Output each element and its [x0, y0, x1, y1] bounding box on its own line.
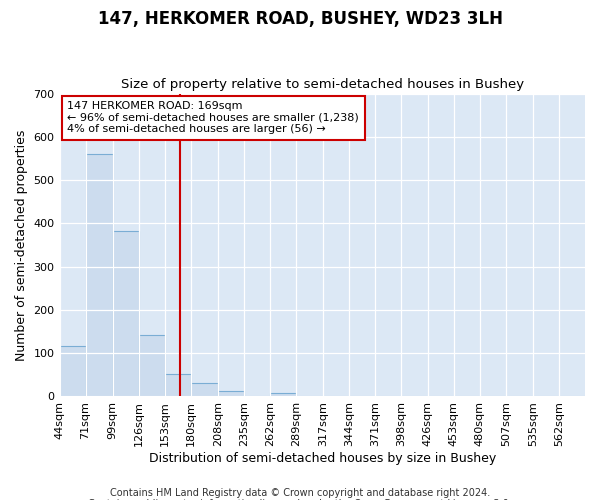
Text: Contains HM Land Registry data © Crown copyright and database right 2024.: Contains HM Land Registry data © Crown c… [110, 488, 490, 498]
Bar [86, 154, 113, 396]
Y-axis label: Number of semi-detached properties: Number of semi-detached properties [15, 130, 28, 360]
Bar [164, 374, 191, 396]
Text: 147 HERKOMER ROAD: 169sqm
← 96% of semi-detached houses are smaller (1,238)
4% o: 147 HERKOMER ROAD: 169sqm ← 96% of semi-… [67, 101, 359, 134]
Bar [191, 383, 218, 396]
Bar [218, 392, 244, 396]
Title: Size of property relative to semi-detached houses in Bushey: Size of property relative to semi-detach… [121, 78, 524, 91]
Text: Contains public sector information licensed under the Open Government Licence v3: Contains public sector information licen… [88, 499, 512, 500]
Bar [113, 230, 139, 396]
Bar [139, 334, 164, 396]
X-axis label: Distribution of semi-detached houses by size in Bushey: Distribution of semi-detached houses by … [149, 452, 496, 465]
Text: 147, HERKOMER ROAD, BUSHEY, WD23 3LH: 147, HERKOMER ROAD, BUSHEY, WD23 3LH [97, 10, 503, 28]
Bar [59, 346, 86, 397]
Bar [270, 394, 296, 396]
